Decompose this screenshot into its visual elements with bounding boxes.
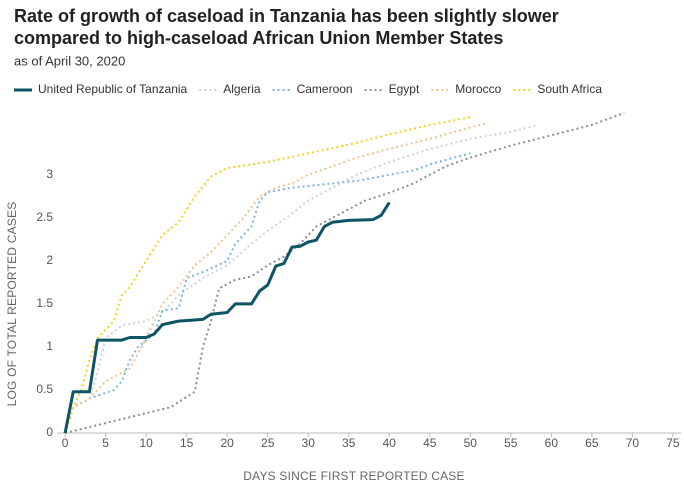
series-line <box>63 201 391 434</box>
y-tick-label: 3 <box>46 167 53 181</box>
x-tick-label: 75 <box>666 436 680 450</box>
chart-title: compared to high-caseload African Union … <box>14 28 503 48</box>
x-tick-label: 55 <box>504 436 518 450</box>
x-tick-label: 10 <box>139 436 153 450</box>
y-tick-label: 2.5 <box>36 210 53 224</box>
legend-label: Algeria <box>223 82 261 96</box>
y-tick-label: 2 <box>46 253 53 267</box>
y-tick-label: 0.5 <box>36 382 53 396</box>
x-tick-label: 0 <box>62 436 69 450</box>
y-tick-label: 1.5 <box>36 296 53 310</box>
legend-label: Morocco <box>455 82 501 96</box>
x-tick-label: 45 <box>423 436 437 450</box>
y-tick-label: 0 <box>46 425 53 439</box>
x-tick-label: 5 <box>102 436 109 450</box>
legend-label: Cameroon <box>297 82 353 96</box>
x-tick-label: 40 <box>383 436 397 450</box>
x-tick-label: 25 <box>261 436 275 450</box>
x-tick-label: 60 <box>545 436 559 450</box>
series-line <box>64 122 487 434</box>
series-line <box>64 124 536 434</box>
legend-label: United Republic of Tanzania <box>38 82 188 96</box>
series-line <box>64 111 625 434</box>
y-tick-label: 1 <box>46 339 53 353</box>
x-tick-label: 20 <box>221 436 235 450</box>
x-tick-label: 65 <box>585 436 599 450</box>
x-tick-label: 30 <box>302 436 316 450</box>
y-axis-title: LOG OF TOTAL REPORTED CASES <box>5 202 19 407</box>
x-axis-title: DAYS SINCE FIRST REPORTED CASE <box>243 469 464 483</box>
series-line <box>64 116 471 434</box>
x-tick-label: 70 <box>626 436 640 450</box>
series-line <box>64 152 471 434</box>
legend-label: Egypt <box>389 82 420 96</box>
x-tick-label: 35 <box>342 436 356 450</box>
legend-label: South Africa <box>537 82 602 96</box>
chart-title: Rate of growth of caseload in Tanzania h… <box>14 6 559 26</box>
chart-subtitle: as of April 30, 2020 <box>14 53 125 68</box>
x-tick-label: 15 <box>180 436 194 450</box>
x-tick-label: 50 <box>464 436 478 450</box>
